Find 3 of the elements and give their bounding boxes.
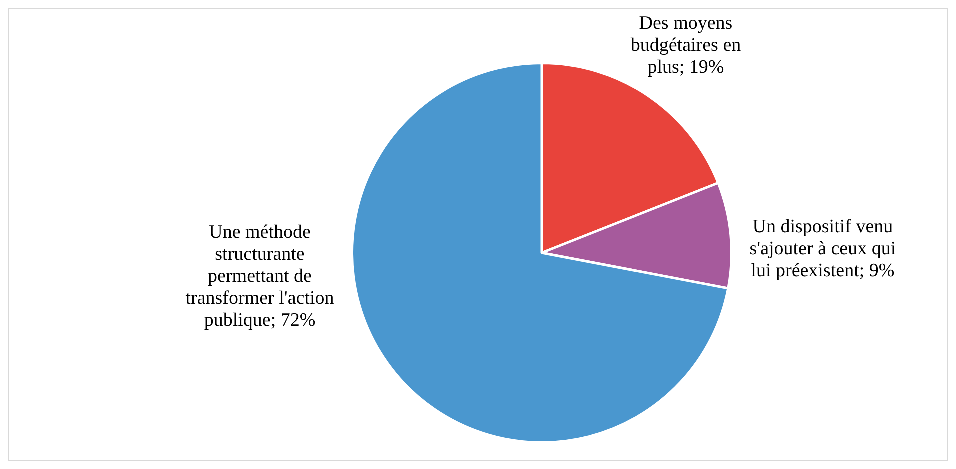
slice-label: Des moyens budgétaires en plus; 19%	[630, 12, 742, 78]
slice-label: Une méthode structurante permettant de transformer l'action publique; 72%	[186, 222, 335, 332]
slice-label: Un dispositif venu s'ajouter à ceux qui lui préexistent; 9%	[750, 216, 896, 282]
